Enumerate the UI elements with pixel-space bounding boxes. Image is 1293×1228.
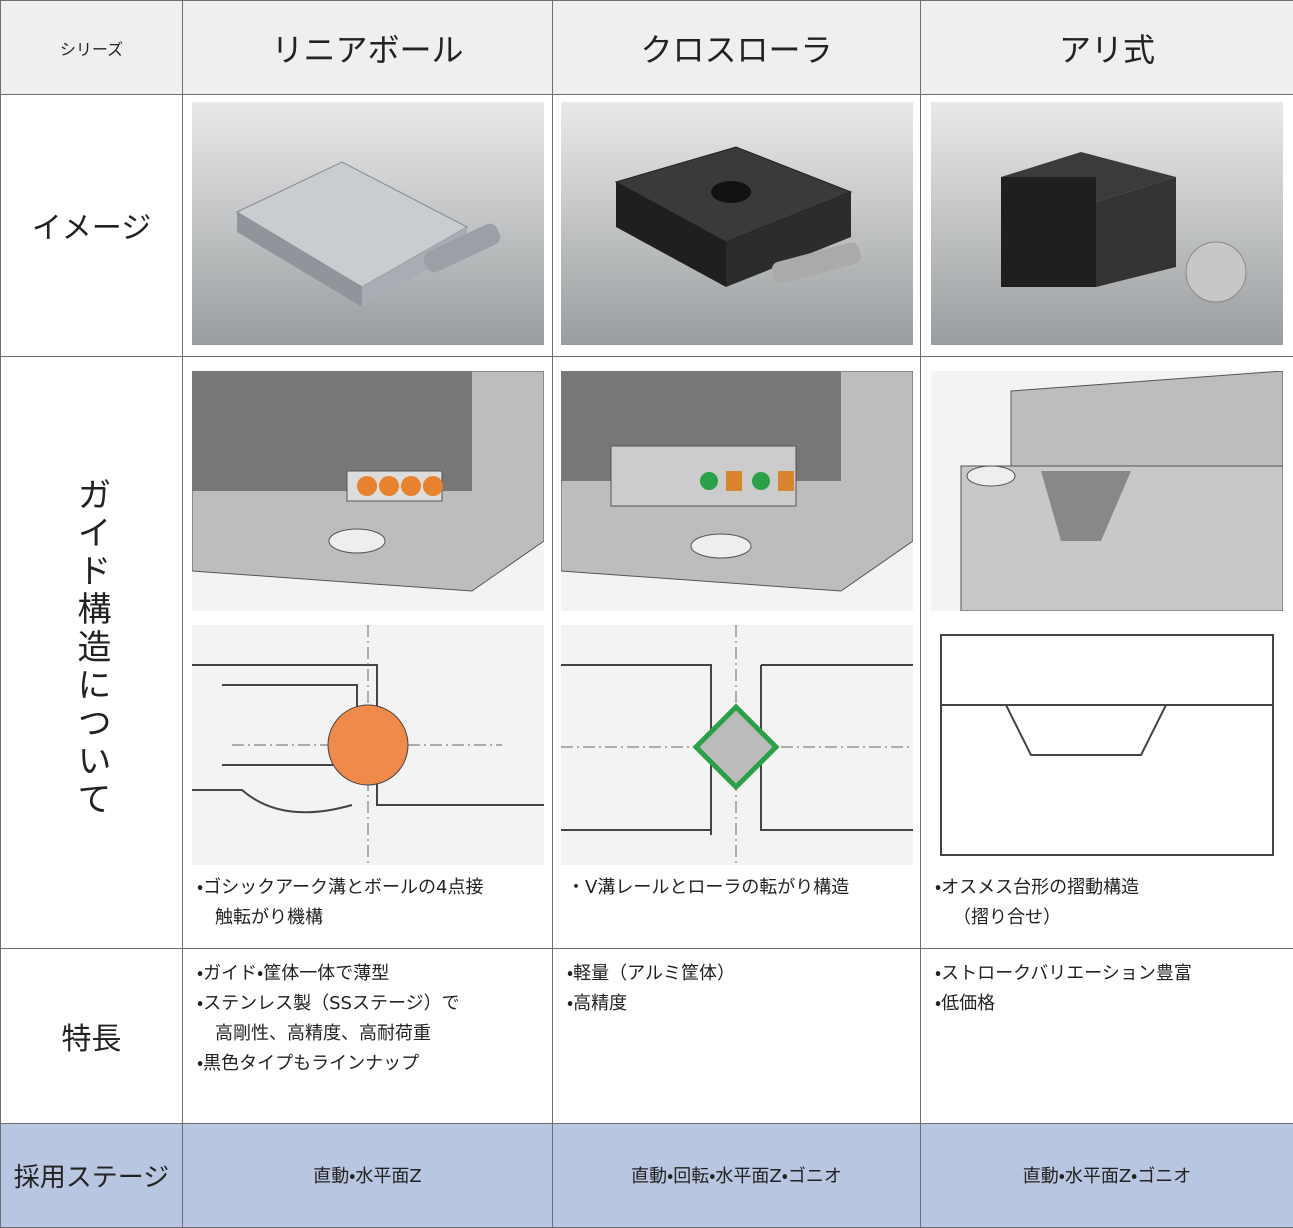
row-label: 特長 [0, 947, 183, 1124]
header-row: シリーズ リニアボール クロスローラ アリ式 [0, 0, 1293, 96]
vertical-label: ガイド構造について [71, 477, 111, 820]
image-cell [552, 94, 921, 357]
text-line: ・ストロークバリエーション豊富 [935, 962, 1192, 984]
stage-cell: 直動・水平面Z [182, 1122, 553, 1228]
guide-text: ・オスメス台形の摺動構造 （摺り合せ） [921, 865, 1293, 933]
text-line: 高剛性、高精度、高耐荷重 [215, 1022, 431, 1044]
feature-cell: ・ガイド・筐体一体で薄型・ステンレス製（SSステージ）で高剛性、高精度、高耐荷重… [182, 947, 553, 1124]
text-line: ・ステンレス製（SSステージ）で [197, 992, 460, 1014]
text-line: ・ガイド・筐体一体で薄型 [197, 962, 390, 984]
feature-cell: ・ストロークバリエーション豊富 ・低価格 [920, 947, 1293, 1124]
stage-cell: 直動・回転・水平面Z・ゴニオ [552, 1122, 921, 1228]
guide-row: ガイド構造について ・ゴシックアーク溝とボールの4点接触転がり機構 ・V溝レール… [0, 355, 1293, 949]
image-cell [920, 94, 1293, 357]
stage-row: 採用ステージ 直動・水平面Z 直動・回転・水平面Z・ゴニオ 直動・水平面Z・ゴニ… [0, 1122, 1293, 1228]
guide-illustration [931, 370, 1283, 611]
product-image [191, 101, 544, 345]
guide-diagram [191, 624, 544, 865]
feature-row: 特長 ・ガイド・筐体一体で薄型・ステンレス製（SSステージ）で高剛性、高精度、高… [0, 947, 1293, 1124]
guide-cell: ・V溝レールとローラの転がり構造 [552, 355, 921, 949]
guide-text: ・ゴシックアーク溝とボールの4点接触転がり機構 [183, 865, 552, 933]
text-line: ・黒色タイプもラインナップ [197, 1052, 420, 1074]
image-cell [182, 94, 553, 357]
text-line: ・ゴシックアーク溝とボールの4点接 [197, 876, 484, 898]
guide-illustration [560, 370, 913, 611]
text-line: ・V溝レールとローラの転がり構造 [567, 876, 850, 898]
text-line: ・低価格 [935, 992, 996, 1014]
text-line: （摺り合せ） [953, 906, 1061, 928]
text-line: ・軽量（アルミ筐体） [567, 962, 735, 984]
text-line: ・オスメス台形の摺動構造 [935, 876, 1140, 898]
feature-text: ・ストロークバリエーション豊富 ・低価格 [921, 949, 1293, 1019]
product-image [931, 101, 1283, 345]
header-cell: リニアボール [182, 0, 553, 96]
feature-text: ・ガイド・筐体一体で薄型・ステンレス製（SSステージ）で高剛性、高精度、高耐荷重… [183, 949, 552, 1079]
header-cell: シリーズ [0, 0, 183, 96]
text-line: ・高精度 [567, 992, 628, 1014]
guide-cell: ・オスメス台形の摺動構造 （摺り合せ） [920, 355, 1293, 949]
guide-diagram [560, 624, 913, 865]
guide-diagram [931, 624, 1283, 865]
row-label: イメージ [0, 94, 183, 357]
feature-text: ・軽量（アルミ筐体） ・高精度 [553, 949, 920, 1019]
row-label: ガイド構造について [0, 355, 183, 949]
product-image [560, 101, 913, 345]
text-line: 触転がり機構 [215, 906, 323, 928]
guide-cell: ・ゴシックアーク溝とボールの4点接触転がり機構 [182, 355, 553, 949]
row-label: 採用ステージ [0, 1122, 183, 1228]
image-row: イメージ [0, 94, 1293, 357]
header-cell: クロスローラ [552, 0, 921, 96]
feature-cell: ・軽量（アルミ筐体） ・高精度 [552, 947, 921, 1124]
guide-illustration [191, 370, 544, 611]
guide-text: ・V溝レールとローラの転がり構造 [553, 865, 920, 903]
header-cell: アリ式 [920, 0, 1293, 96]
stage-cell: 直動・水平面Z・ゴニオ [920, 1122, 1293, 1228]
